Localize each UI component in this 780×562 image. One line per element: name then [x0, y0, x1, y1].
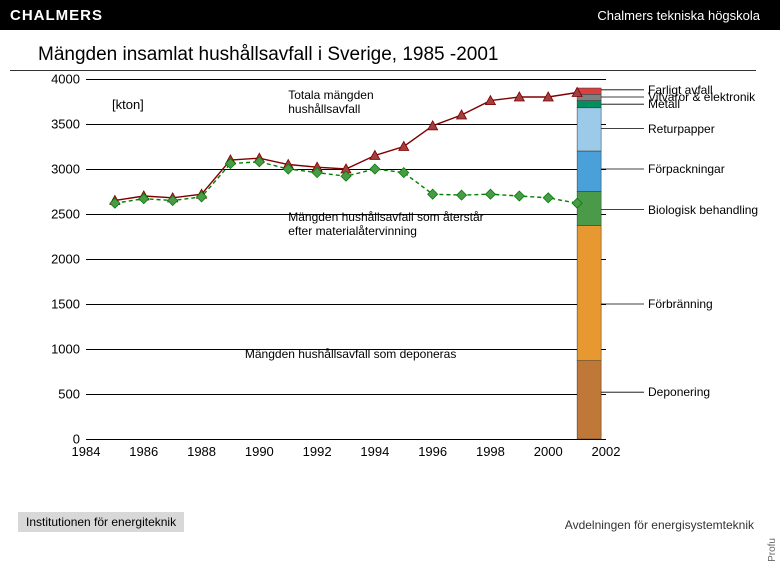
- x-tick: 1986: [129, 444, 158, 459]
- marker: [399, 142, 409, 151]
- x-tick: 2002: [592, 444, 621, 459]
- stack-seg: [577, 101, 601, 108]
- stack-seg: [577, 151, 601, 192]
- marker: [139, 194, 149, 204]
- unit-label: [kton]: [108, 97, 148, 112]
- marker: [399, 168, 409, 178]
- logo: CHALMERS: [10, 7, 103, 24]
- y-tick: 2500: [36, 207, 80, 222]
- y-tick: 3000: [36, 162, 80, 177]
- marker: [543, 193, 553, 203]
- marker: [457, 110, 467, 119]
- legend-label: Returpapper: [648, 122, 715, 136]
- y-tick: 500: [36, 387, 80, 402]
- x-tick: 1984: [72, 444, 101, 459]
- chart-area: 0500100015002000250030003500400019841986…: [30, 79, 760, 479]
- legend-label: Förpackningar: [648, 162, 725, 176]
- stack-seg: [577, 226, 601, 361]
- y-tick: 4000: [36, 72, 80, 87]
- y-tick: 1500: [36, 297, 80, 312]
- x-tick: 1988: [187, 444, 216, 459]
- ann-recycle: Mängden hushållsavfall som återstårefter…: [288, 210, 483, 238]
- x-tick: 1992: [303, 444, 332, 459]
- y-tick: 2000: [36, 252, 80, 267]
- legend-label: Förbränning: [648, 297, 713, 311]
- gridline: [86, 439, 606, 440]
- x-tick: 1990: [245, 444, 274, 459]
- y-tick: 3500: [36, 117, 80, 132]
- marker: [428, 121, 438, 130]
- marker: [457, 190, 467, 200]
- plot: 0500100015002000250030003500400019841986…: [86, 79, 606, 439]
- x-tick: 1998: [476, 444, 505, 459]
- chart-svg: [86, 79, 606, 439]
- marker: [370, 164, 380, 174]
- ann-total: Totala mängdenhushållsavfall: [288, 88, 373, 116]
- ann-deposit: Mängden hushållsavfall som deponeras: [245, 347, 456, 361]
- footer-right: Avdelningen för energisystemteknik: [565, 518, 754, 532]
- stack-seg: [577, 361, 601, 439]
- header-right: Chalmers tekniska högskola: [597, 8, 760, 23]
- top-bar: CHALMERS Chalmers tekniska högskola: [0, 0, 780, 30]
- legend-label: Deponering: [648, 385, 710, 399]
- x-tick: 1996: [418, 444, 447, 459]
- stack-seg: [577, 192, 601, 226]
- marker: [485, 189, 495, 199]
- marker: [428, 189, 438, 199]
- legend-label: Metall: [648, 97, 680, 111]
- footer-left: Institutionen för energiteknik: [18, 512, 184, 532]
- profu-badge: Profu: [767, 538, 778, 562]
- x-tick: 1994: [360, 444, 389, 459]
- stack-seg: [577, 108, 601, 151]
- page-title: Mängden insamlat hushållsavfall i Sverig…: [10, 30, 756, 71]
- marker: [514, 191, 524, 201]
- legend-label: Biologisk behandling: [648, 203, 758, 217]
- y-tick: 1000: [36, 342, 80, 357]
- x-tick: 2000: [534, 444, 563, 459]
